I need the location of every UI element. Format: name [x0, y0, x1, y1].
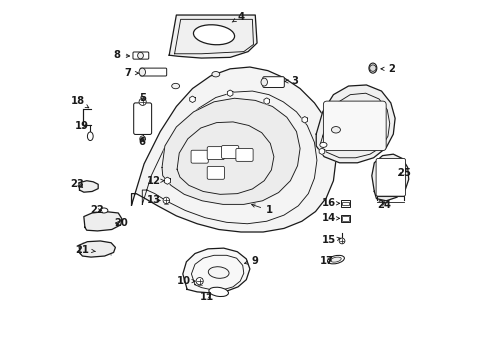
FancyBboxPatch shape: [140, 68, 166, 76]
Polygon shape: [79, 181, 98, 192]
FancyBboxPatch shape: [207, 166, 224, 179]
Ellipse shape: [193, 25, 234, 45]
FancyBboxPatch shape: [133, 103, 151, 134]
FancyBboxPatch shape: [207, 147, 224, 159]
Polygon shape: [183, 248, 249, 293]
Polygon shape: [319, 148, 324, 154]
Circle shape: [139, 98, 146, 105]
Text: 2: 2: [380, 64, 394, 74]
FancyBboxPatch shape: [221, 145, 238, 158]
Polygon shape: [164, 177, 170, 184]
Text: 11: 11: [199, 292, 214, 302]
Text: 10: 10: [176, 276, 195, 286]
Text: 3: 3: [285, 76, 298, 86]
Polygon shape: [264, 98, 269, 104]
Ellipse shape: [139, 68, 145, 76]
Polygon shape: [169, 15, 257, 58]
Text: 19: 19: [74, 121, 88, 131]
Text: 13: 13: [147, 195, 161, 206]
Circle shape: [369, 65, 375, 71]
Ellipse shape: [211, 72, 219, 77]
Text: 21: 21: [75, 245, 95, 255]
Text: 4: 4: [232, 12, 244, 22]
Text: 6: 6: [139, 138, 145, 147]
Text: 5: 5: [139, 93, 145, 103]
Text: 25: 25: [396, 168, 410, 178]
Text: 8: 8: [114, 50, 129, 60]
Text: 16: 16: [321, 198, 339, 208]
FancyBboxPatch shape: [342, 216, 348, 221]
Text: 12: 12: [147, 176, 164, 186]
Ellipse shape: [327, 255, 344, 264]
Polygon shape: [131, 67, 335, 232]
Text: 14: 14: [321, 213, 339, 223]
Ellipse shape: [171, 84, 179, 89]
FancyBboxPatch shape: [191, 150, 208, 163]
Circle shape: [163, 197, 169, 204]
Ellipse shape: [331, 127, 340, 133]
Ellipse shape: [100, 208, 108, 213]
Ellipse shape: [261, 78, 267, 86]
FancyBboxPatch shape: [323, 101, 386, 150]
Polygon shape: [83, 212, 122, 231]
FancyBboxPatch shape: [235, 148, 253, 161]
Circle shape: [140, 136, 145, 141]
Text: 1: 1: [251, 204, 273, 216]
Text: 22: 22: [90, 206, 104, 216]
Text: 24: 24: [377, 200, 390, 210]
Ellipse shape: [330, 257, 341, 262]
Ellipse shape: [208, 267, 228, 278]
Ellipse shape: [319, 142, 326, 147]
Circle shape: [196, 278, 203, 285]
Circle shape: [339, 238, 344, 244]
Polygon shape: [227, 90, 232, 96]
Text: 23: 23: [70, 179, 83, 189]
Text: 20: 20: [114, 218, 127, 228]
Polygon shape: [189, 96, 195, 103]
Text: 7: 7: [124, 68, 138, 78]
Text: 9: 9: [244, 256, 258, 266]
FancyBboxPatch shape: [375, 158, 405, 196]
Polygon shape: [79, 241, 115, 257]
FancyBboxPatch shape: [262, 77, 284, 87]
Polygon shape: [316, 85, 394, 163]
FancyBboxPatch shape: [340, 215, 349, 222]
Polygon shape: [301, 117, 307, 123]
FancyBboxPatch shape: [342, 202, 348, 205]
Ellipse shape: [87, 132, 93, 140]
FancyBboxPatch shape: [340, 200, 349, 207]
Text: 15: 15: [321, 235, 340, 245]
Ellipse shape: [137, 52, 143, 59]
Text: 17: 17: [319, 256, 333, 266]
FancyBboxPatch shape: [133, 52, 148, 59]
Ellipse shape: [368, 63, 376, 73]
Text: 18: 18: [71, 96, 89, 108]
Ellipse shape: [208, 287, 228, 297]
Polygon shape: [371, 154, 408, 201]
Polygon shape: [162, 98, 300, 204]
